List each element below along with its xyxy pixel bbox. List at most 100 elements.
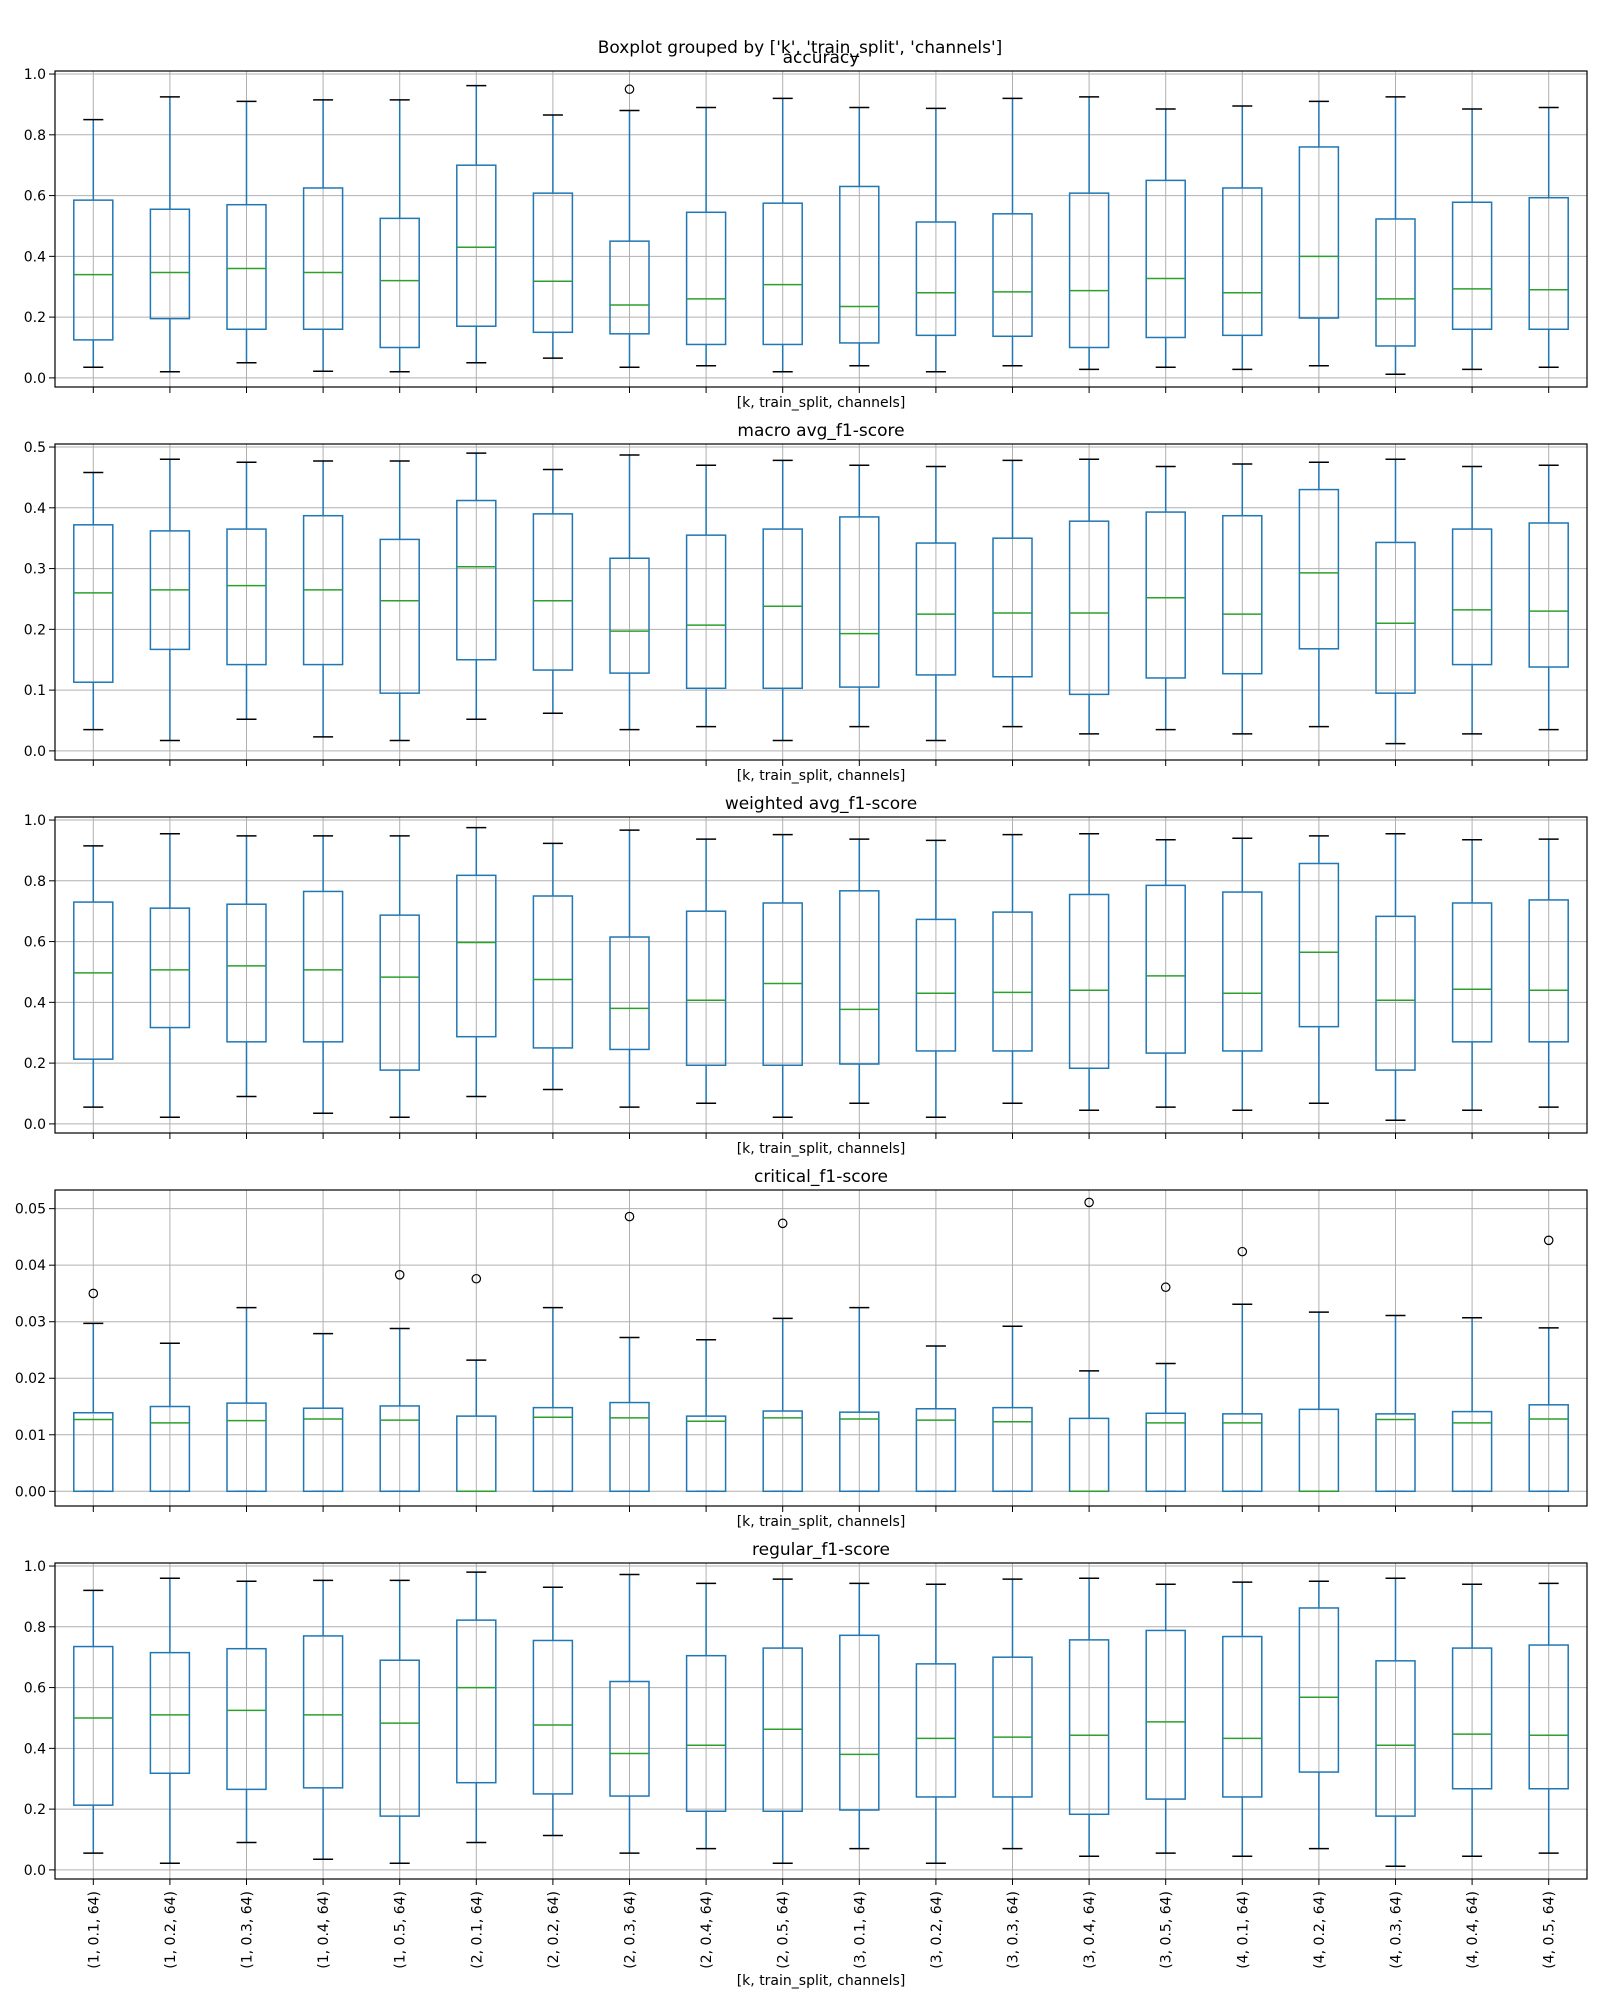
box-11 <box>839 1582 880 1850</box>
box-18 <box>1375 832 1416 1121</box>
box-16 <box>1222 463 1263 735</box>
box-iqr <box>1298 1607 1340 1773</box>
box-iqr <box>1375 541 1416 694</box>
box-iqr <box>992 537 1033 678</box>
y-tick-label: 0.04 <box>15 1258 46 1274</box>
box-iqr <box>226 903 267 1043</box>
box-iqr <box>1528 899 1569 1043</box>
y-tick-label: 0.6 <box>24 1681 46 1697</box>
box-17 <box>1298 1580 1340 1850</box>
y-tick-label: 0.05 <box>15 1202 46 1218</box>
box-iqr <box>226 203 267 331</box>
box-iqr <box>149 907 191 1029</box>
x-tick-label: (4, 0.4, 64) <box>1465 1891 1481 1969</box>
box-iqr <box>609 1401 650 1493</box>
box-6 <box>456 452 497 721</box>
box-iqr <box>992 911 1033 1052</box>
y-tick-label: 0.2 <box>24 1802 46 1818</box>
x-tick-label: (3, 0.1, 64) <box>852 1891 868 1969</box>
box-20 <box>1528 106 1569 368</box>
box-13 <box>992 97 1033 367</box>
box-iqr <box>685 1654 727 1812</box>
box-3 <box>226 1580 267 1844</box>
box-1 <box>73 845 114 1108</box>
box-9 <box>685 838 727 1104</box>
y-tick-label: 1.0 <box>24 813 46 829</box>
flier-point <box>471 1273 482 1284</box>
y-tick-label: 0.2 <box>24 310 46 326</box>
box-iqr <box>302 1635 344 1789</box>
box-iqr <box>532 1406 574 1493</box>
x-tick-label: (3, 0.5, 64) <box>1159 1891 1175 1969</box>
x-axis-label: [k, train_split, channels] <box>737 1514 906 1530</box>
box-iqr <box>1528 522 1569 668</box>
box-iqr <box>685 534 727 690</box>
panel-2: macro avg_f1-score 0.0 0.1 0.2 0.3 0.4 0.5 [k, … <box>24 421 1588 784</box>
box-15 <box>1145 839 1186 1108</box>
axes-frame <box>54 70 1588 388</box>
box-19 <box>1451 108 1493 371</box>
box-5 <box>379 1269 420 1493</box>
box-iqr <box>73 1411 114 1493</box>
box-iqr <box>1375 915 1416 1071</box>
box-iqr <box>149 1405 191 1493</box>
box-iqr <box>1298 146 1340 319</box>
box-7 <box>532 114 574 359</box>
y-tick-label: 0.4 <box>24 995 46 1011</box>
box-3 <box>226 835 267 1098</box>
panel-title: macro avg_f1-score <box>737 421 904 441</box>
box-11 <box>839 838 880 1104</box>
box-iqr <box>456 1619 497 1784</box>
box-19 <box>1451 1317 1493 1493</box>
box-19 <box>1451 465 1493 735</box>
box-11 <box>839 1306 880 1493</box>
panel-1: accuracy 0.0 0.2 0.4 0.6 0.8 1.0 [k, train_spli… <box>24 48 1588 411</box>
box-4 <box>302 460 344 738</box>
x-tick-label: (4, 0.1, 64) <box>1235 1891 1251 1969</box>
box-iqr <box>1068 192 1110 349</box>
box-iqr <box>762 202 803 346</box>
box-iqr <box>302 1407 344 1493</box>
panel-title: regular_f1-score <box>752 1540 890 1560</box>
box-iqr <box>532 1639 574 1795</box>
box-iqr <box>73 199 114 341</box>
y-tick-label: 0.4 <box>24 249 46 265</box>
box-1 <box>73 118 114 368</box>
box-iqr <box>532 895 574 1049</box>
flier-point <box>394 1269 405 1280</box>
box-8 <box>609 1211 650 1493</box>
y-tick-label: 0.1 <box>24 683 46 699</box>
y-tick-label: 1.0 <box>24 67 46 83</box>
box-iqr <box>73 524 114 683</box>
box-iqr <box>915 542 957 676</box>
box-13 <box>992 833 1033 1104</box>
box-18 <box>1375 458 1416 745</box>
box-iqr <box>73 1645 114 1806</box>
panel-title: accuracy <box>783 48 860 68</box>
box-10 <box>762 833 803 1118</box>
box-iqr <box>1375 218 1416 347</box>
box-9 <box>685 106 727 367</box>
box-iqr <box>915 918 957 1052</box>
y-tick-label: 0.02 <box>15 1371 46 1387</box>
box-5 <box>379 460 420 742</box>
box-iqr <box>1528 1644 1569 1790</box>
y-tick-label: 1.0 <box>24 1559 46 1575</box>
box-8 <box>609 1573 650 1854</box>
flier-point <box>624 1211 635 1222</box>
box-2 <box>149 458 191 742</box>
y-tick-label: 0.3 <box>24 562 46 578</box>
box-10 <box>762 97 803 373</box>
y-tick-label: 0.8 <box>24 1620 46 1636</box>
panel-5: regular_f1-score 0.0 0.2 0.4 0.6 0.8 1.0 (1, 0.… <box>24 1540 1588 1989</box>
box-iqr <box>1222 1635 1263 1798</box>
x-tick-label: (1, 0.5, 64) <box>393 1891 409 1969</box>
box-iqr <box>456 499 497 661</box>
box-iqr <box>456 874 497 1038</box>
box-iqr <box>1068 893 1110 1070</box>
figure-suptitle: Boxplot grouped by ['k', 'train_split', … <box>598 38 1003 58</box>
y-tick-label: 0.4 <box>24 1741 46 1757</box>
y-tick-label: 0.5 <box>24 440 46 456</box>
box-4 <box>302 99 344 372</box>
axes-frame <box>54 1189 1588 1507</box>
